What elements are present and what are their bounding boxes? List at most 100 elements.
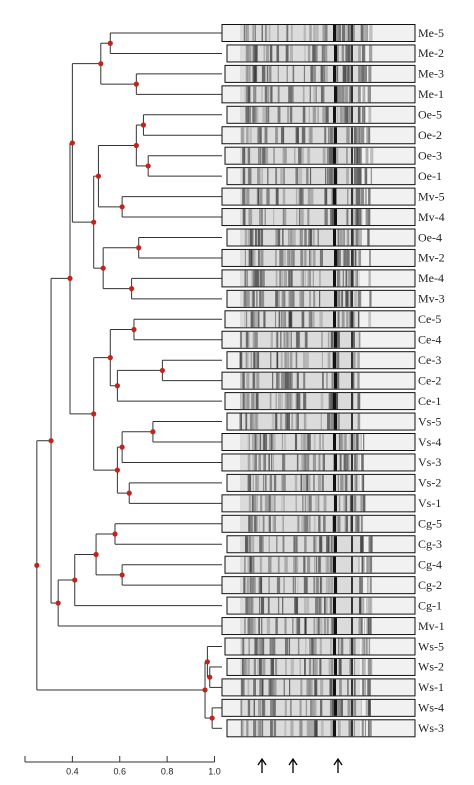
leaf-label: Oe-5 <box>418 108 442 122</box>
band <box>356 127 358 144</box>
band <box>259 147 262 164</box>
band <box>319 658 322 675</box>
band <box>261 556 263 573</box>
band <box>365 699 368 716</box>
band <box>264 25 267 41</box>
band <box>347 229 350 246</box>
main-band <box>333 352 336 369</box>
band <box>353 720 355 737</box>
band <box>254 45 258 62</box>
band <box>349 65 352 82</box>
band <box>356 188 360 205</box>
lane-smear <box>240 495 360 512</box>
band <box>345 270 348 287</box>
arrows <box>257 757 343 773</box>
band <box>296 209 298 226</box>
band <box>255 393 259 410</box>
band <box>281 474 284 491</box>
band <box>367 577 369 594</box>
band <box>303 65 306 82</box>
band <box>297 515 300 532</box>
band <box>341 290 344 307</box>
band <box>364 720 366 737</box>
band <box>261 209 263 226</box>
band <box>298 209 301 226</box>
band <box>319 290 321 307</box>
band <box>304 495 307 512</box>
node <box>34 562 40 568</box>
band <box>303 515 306 532</box>
band <box>351 25 355 41</box>
band <box>269 393 272 410</box>
band <box>289 106 293 123</box>
band <box>317 495 320 512</box>
band <box>320 577 322 594</box>
band <box>306 168 309 185</box>
band <box>290 352 292 369</box>
band <box>249 209 253 226</box>
band <box>268 434 273 450</box>
band <box>241 699 243 716</box>
band <box>309 638 312 655</box>
band <box>310 311 312 328</box>
band <box>251 495 254 512</box>
band <box>360 188 365 205</box>
band <box>268 454 270 471</box>
band <box>276 352 279 369</box>
x-tick-label: 1.0 <box>208 766 221 776</box>
band <box>275 618 278 635</box>
band <box>331 372 333 389</box>
band <box>300 188 304 205</box>
band <box>342 25 345 41</box>
band <box>324 65 328 82</box>
main-band <box>333 65 336 82</box>
band <box>303 352 306 369</box>
band <box>276 536 278 553</box>
band <box>259 270 262 287</box>
gel-lane <box>226 44 416 63</box>
band <box>282 474 286 491</box>
band <box>275 270 278 287</box>
band <box>256 372 258 389</box>
band <box>361 106 364 123</box>
band <box>252 249 256 266</box>
band <box>265 495 269 512</box>
band <box>337 515 341 532</box>
lane-smear <box>240 577 360 594</box>
band <box>364 25 368 41</box>
band <box>250 597 253 614</box>
band <box>280 127 285 144</box>
band <box>302 372 306 389</box>
main-band <box>351 229 353 246</box>
band <box>295 188 298 205</box>
node <box>72 577 78 583</box>
main-band <box>351 536 353 553</box>
band <box>283 270 288 287</box>
lane-smear <box>240 65 360 82</box>
band <box>287 229 292 246</box>
band <box>303 393 305 410</box>
band <box>368 597 371 614</box>
band <box>249 556 252 573</box>
lane-smear <box>240 86 360 103</box>
band <box>368 65 372 82</box>
band <box>241 638 243 655</box>
main-band <box>334 290 337 307</box>
gel-lane <box>226 289 416 308</box>
band <box>312 454 317 471</box>
band <box>354 209 358 226</box>
band <box>259 290 262 307</box>
node <box>98 61 104 67</box>
band <box>259 597 261 614</box>
band <box>275 168 278 185</box>
band <box>252 372 255 389</box>
band <box>368 699 371 716</box>
main-band <box>351 65 353 82</box>
band <box>282 229 284 246</box>
band <box>283 290 286 307</box>
main-band <box>351 168 353 185</box>
band <box>305 638 307 655</box>
band <box>322 372 324 389</box>
main-band <box>351 372 353 389</box>
band <box>360 597 362 614</box>
